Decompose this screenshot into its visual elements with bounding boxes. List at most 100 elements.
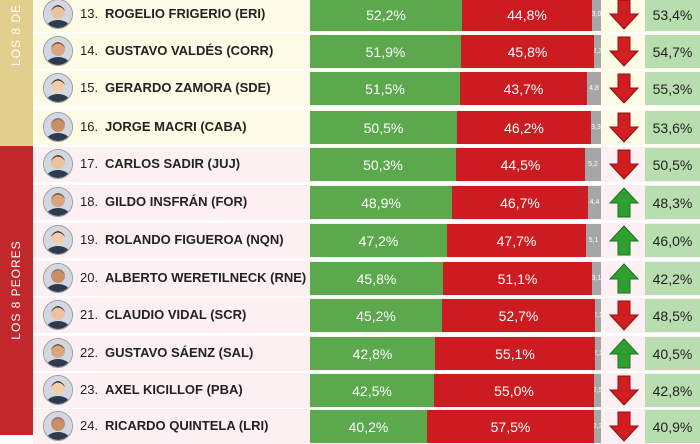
arrow-down-icon: [608, 374, 640, 407]
avatar: [43, 263, 73, 293]
approval-bar: 45,8%: [310, 262, 443, 295]
disapproval-bar: 44,5%: [456, 148, 585, 181]
result-value: 54,7%: [645, 35, 700, 68]
result-value: 53,6%: [645, 111, 700, 144]
table-row: 13. ROGELIO FRIGERIO (ERI) 52,2% 44,8% 3,0 53…: [33, 0, 700, 32]
disapproval-bar: 52,7%: [442, 299, 595, 332]
undecided-bar: 3,3: [591, 111, 601, 144]
governor-name: GUSTAVO VALDÉS (CORR): [105, 43, 274, 58]
section-title: LOS 8 PEORES: [9, 240, 23, 340]
section-label-worst: LOS 8 PEORES: [0, 146, 33, 435]
stacked-bar: 45,8% 51,1% 3,1: [310, 262, 601, 295]
avatar: [43, 225, 73, 255]
rank-number: 13.: [80, 6, 99, 21]
disapproval-bar: 57,5%: [427, 410, 594, 443]
table-row: 24. RICARDO QUINTELA (LRI) 40,2% 57,5% 2,3 40…: [33, 409, 700, 444]
governor-name: CARLOS SADIR (JUJ): [105, 156, 241, 171]
arrow-up-icon: [608, 337, 640, 370]
arrow-down-icon: [608, 72, 640, 105]
undecided-bar: 5,1: [586, 224, 601, 257]
avatar: [43, 300, 73, 330]
table-row: 14. GUSTAVO VALDÉS (CORR) 51,9% 45,8% 2,3 54,…: [33, 34, 700, 69]
governor-name: RICARDO QUINTELA (LRI): [105, 418, 269, 433]
disapproval-bar: 44,8%: [462, 0, 592, 31]
avatar: [43, 187, 73, 217]
stacked-bar: 52,2% 44,8% 3,0: [310, 0, 601, 31]
arrow-up-icon: [608, 186, 640, 219]
arrow-down-icon: [608, 0, 640, 31]
result-value: 46,0%: [645, 224, 700, 257]
undecided-bar: 3,0: [592, 0, 601, 31]
rank-number: 14.: [80, 43, 99, 58]
stacked-bar: 50,5% 46,2% 3,3: [310, 111, 601, 144]
avatar: [43, 149, 73, 179]
undecided-bar: 2,1: [595, 337, 601, 370]
result-value: 42,2%: [645, 262, 700, 295]
section-label-top: LOS 8 DE: [0, 0, 33, 146]
governor-name: CLAUDIO VIDAL (SCR): [105, 307, 247, 322]
governor-name: GILDO INSFRÁN (FOR): [105, 194, 248, 209]
avatar: [43, 73, 73, 103]
undecided-bar: 2,1: [595, 299, 601, 332]
stacked-bar: 50,3% 44,5% 5,2: [310, 148, 601, 181]
approval-bar: 52,2%: [310, 0, 462, 31]
governor-name: GERARDO ZAMORA (SDE): [105, 80, 271, 95]
approval-bar: 42,8%: [310, 337, 435, 370]
governor-name: GUSTAVO SÁENZ (SAL): [105, 345, 254, 360]
disapproval-bar: 43,7%: [460, 72, 587, 105]
avatar: [43, 36, 73, 66]
disapproval-bar: 45,8%: [461, 35, 594, 68]
undecided-bar: 2,5: [594, 374, 601, 407]
disapproval-bar: 55,1%: [435, 337, 595, 370]
result-value: 53,4%: [645, 0, 700, 31]
arrow-down-icon: [608, 299, 640, 332]
stacked-bar: 42,8% 55,1% 2,1: [310, 337, 601, 370]
table-row: 17. CARLOS SADIR (JUJ) 50,3% 44,5% 5,2 50,5%: [33, 147, 700, 182]
disapproval-bar: 51,1%: [443, 262, 592, 295]
result-value: 42,8%: [645, 374, 700, 407]
arrow-down-icon: [608, 35, 640, 68]
approval-bar: 51,9%: [310, 35, 461, 68]
table-row: 20. ALBERTO WERETILNECK (RNE) 45,8% 51,1% 3,…: [33, 261, 700, 296]
arrow-up-icon: [608, 224, 640, 257]
result-value: 40,9%: [645, 410, 700, 443]
stacked-bar: 45,2% 52,7% 2,1: [310, 299, 601, 332]
result-value: 48,5%: [645, 299, 700, 332]
avatar: [43, 112, 73, 142]
arrow-down-icon: [608, 111, 640, 144]
disapproval-bar: 47,7%: [447, 224, 586, 257]
result-value: 50,5%: [645, 148, 700, 181]
result-value: 48,3%: [645, 186, 700, 219]
rank-number: 17.: [80, 156, 99, 171]
stacked-bar: 48,9% 46,7% 4,4: [310, 186, 601, 219]
approval-bar: 51,5%: [310, 72, 460, 105]
governor-name: JORGE MACRI (CABA): [105, 119, 247, 134]
avatar: [43, 0, 73, 29]
stacked-bar: 51,9% 45,8% 2,3: [310, 35, 601, 68]
table-row: 22. GUSTAVO SÁENZ (SAL) 42,8% 55,1% 2,1 40,5%: [33, 336, 700, 371]
rank-number: 23.: [80, 382, 99, 397]
disapproval-bar: 46,2%: [457, 111, 591, 144]
approval-bar: 48,9%: [310, 186, 452, 219]
table-row: 19. ROLANDO FIGUEROA (NQN) 47,2% 47,7% 5,1 46…: [33, 223, 700, 258]
table-row: 21. CLAUDIO VIDAL (SCR) 45,2% 52,7% 2,1 48,5%: [33, 298, 700, 333]
rank-number: 15.: [80, 80, 99, 95]
undecided-bar: 5,2: [585, 148, 601, 181]
rank-number: 18.: [80, 194, 99, 209]
table-row: 18. GILDO INSFRÁN (FOR) 48,9% 46,7% 4,4 48,3%: [33, 185, 700, 220]
rank-number: 24.: [80, 418, 99, 433]
governor-name: ROLANDO FIGUEROA (NQN): [105, 232, 284, 247]
approval-bar: 50,3%: [310, 148, 456, 181]
result-value: 40,5%: [645, 337, 700, 370]
approval-bar: 50,5%: [310, 111, 457, 144]
arrow-up-icon: [608, 262, 640, 295]
rank-number: 21.: [80, 307, 99, 322]
section-title: LOS 8 DE: [9, 3, 23, 67]
arrow-down-icon: [608, 410, 640, 443]
undecided-bar: 4,8: [587, 72, 601, 105]
rank-number: 19.: [80, 232, 99, 247]
governor-name: ROGELIO FRIGERIO (ERI): [105, 6, 266, 21]
approval-bar: 45,2%: [310, 299, 442, 332]
avatar: [43, 411, 73, 441]
approval-bar: 40,2%: [310, 410, 427, 443]
